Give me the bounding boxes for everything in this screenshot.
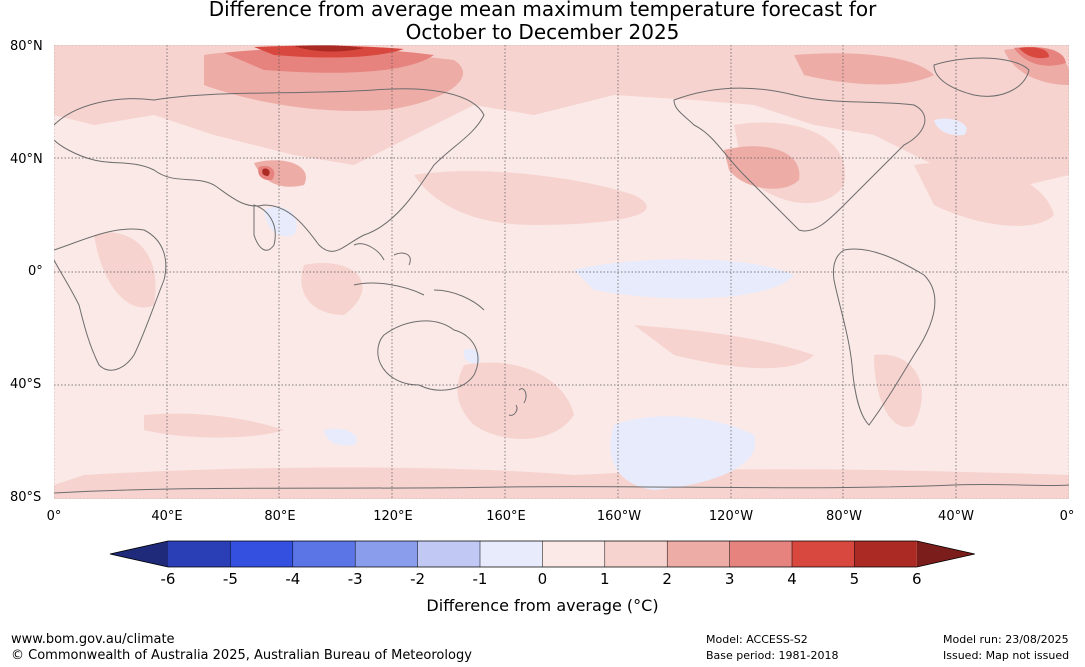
colorbar-segment [729,541,792,567]
map-title-line-2: October to December 2025 [405,20,680,44]
lon-label-80e: 80°E [264,509,296,524]
graticule [54,45,1069,499]
colorbar-tick-label: 6 [912,570,922,588]
colorbar-segment [230,541,293,567]
lat-label-equator: 0° [28,264,43,279]
map-title: Difference from average mean maximum tem… [0,0,1085,44]
colorbar-tick-label: -6 [161,570,176,588]
colorbar-low-extension [110,541,168,567]
footer-base-period: Base period: 1981-2018 [706,649,839,662]
colorbar-segment [542,541,605,567]
footer-model-run: Model run: 23/08/2025 [943,633,1069,646]
colorbar-tick-label: -1 [473,570,488,588]
lon-label-160e: 160°E [486,509,526,524]
coastlines [54,57,1069,494]
colorbar-outline [109,540,975,568]
anomaly-above-4 [254,45,1049,176]
footer-issued: Issued: Map not issued [943,649,1070,662]
colorbar-segment [480,541,543,567]
lon-label-40e: 40°E [151,509,183,524]
lat-label-80n: 80°N [10,39,43,54]
anomaly-minus-1-to-0 [264,118,967,490]
colorbar-tick-label: -2 [410,570,425,588]
colorbar-segment [168,541,231,567]
colorbar-segment [417,541,480,567]
colorbar-tick-label: 3 [725,570,735,588]
colorbar-segment [854,541,917,567]
colorbar-segment [792,541,855,567]
lon-label-0-west: 0° [46,509,62,524]
lat-label-40s: 40°S [10,377,42,392]
colorbar-tick-label: -4 [285,570,300,588]
colorbar-tick-label: 0 [538,570,548,588]
colorbar-segment [667,541,730,567]
lon-label-120e: 120°E [373,509,413,524]
forecast-map [54,45,1069,499]
footer-website[interactable]: www.bom.gov.au/climate [11,632,175,647]
footer-model: Model: ACCESS-S2 [706,633,808,646]
colorbar-segment [292,541,356,567]
lon-label-80w: 80°W [826,509,862,524]
colorbar: -6 -5 -4 -3 -2 -1 0 1 2 3 4 5 6 [109,540,975,588]
colorbar-tick-label: -3 [348,570,363,588]
map-title-line-1: Difference from average mean maximum tem… [208,0,877,21]
colorbar-tick-label: -5 [223,570,238,588]
lat-label-80s: 80°S [10,490,42,505]
colorbar-tick-label: 1 [600,570,610,588]
lon-label-160w: 160°W [596,509,642,524]
lon-label-40w: 40°W [938,509,974,524]
colorbar-tick-label: 4 [787,570,797,588]
lat-label-40n: 40°N [10,152,43,167]
colorbar-tick-label: 2 [662,570,672,588]
colorbar-high-extension [916,541,975,567]
colorbar-label: Difference from average (°C) [426,596,659,615]
colorbar-tick-label: 5 [850,570,860,588]
lon-label-120w: 120°W [708,509,754,524]
colorbar-segment [604,541,668,567]
footer-copyright: © Commonwealth of Australia 2025, Austra… [11,648,472,663]
colorbar-segment [355,541,418,567]
lon-label-0-east: 0° [1059,509,1075,524]
